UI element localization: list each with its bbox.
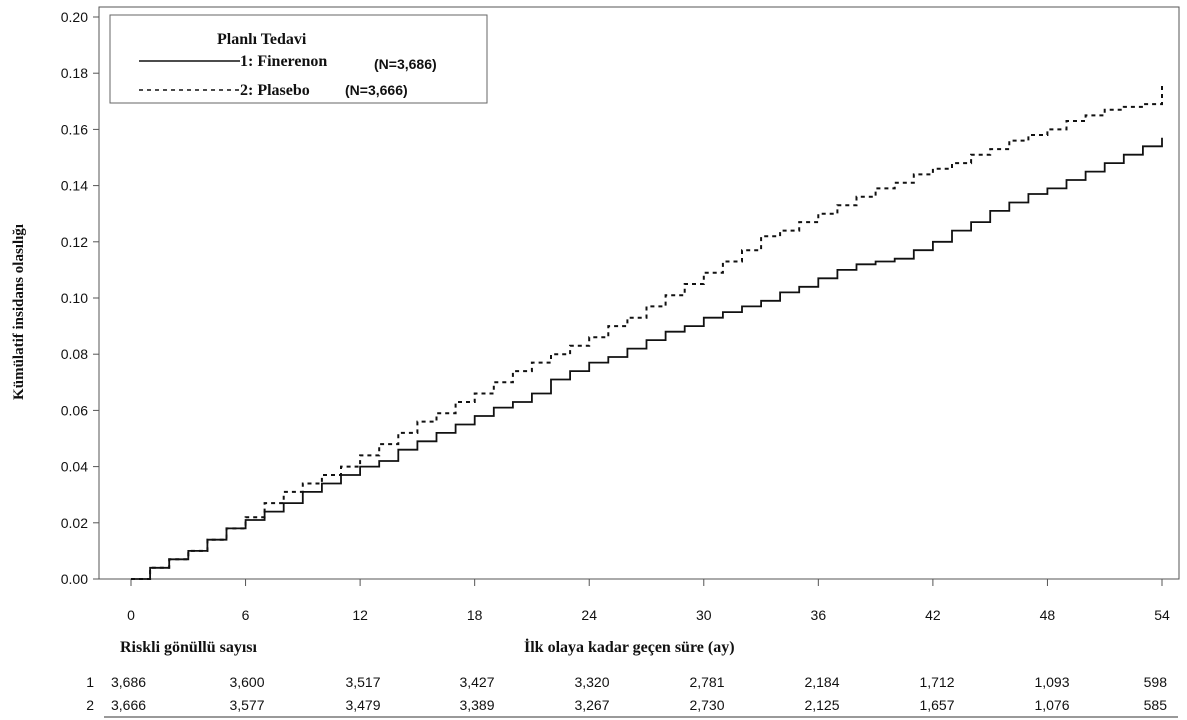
x-tick-label: 48 xyxy=(1040,607,1056,623)
y-axis: 0.00 0.02 0.04 0.06 0.08 0.10 0.12 0.14 0.16 0.18… xyxy=(61,9,99,587)
x-tick-label: 6 xyxy=(242,607,250,623)
series-plasebo-line xyxy=(131,84,1163,580)
legend: Planlı Tedavi 1: Finerenon (N=3,686) 2: … xyxy=(109,14,488,104)
y-tick-label: 0.08 xyxy=(61,346,88,362)
y-tick-label: 0.06 xyxy=(61,402,88,418)
x-axis: 0 6 12 18 24 30 36 42 48 54 xyxy=(127,579,1170,623)
risk-table: 1 3,686 3,600 3,517 3,427 3,320 2,781 2,184 1,71… xyxy=(86,674,1178,718)
risk-cell: 2,781 xyxy=(689,674,724,690)
risk-cell: 2,730 xyxy=(689,697,724,713)
risk-cell: 1,093 xyxy=(1034,674,1069,690)
x-tick-label: 18 xyxy=(467,607,483,623)
risk-row-id: 2 xyxy=(86,697,94,713)
risk-cell: 1,076 xyxy=(1034,697,1069,713)
risk-cell: 3,479 xyxy=(345,697,380,713)
y-tick-label: 0.04 xyxy=(61,459,88,475)
x-tick-label: 54 xyxy=(1154,607,1170,623)
x-tick-label: 24 xyxy=(581,607,597,623)
y-tick-label: 0.18 xyxy=(61,65,88,81)
legend-n-finerenon: (N=3,686) xyxy=(374,56,437,72)
plot-frame xyxy=(98,6,1180,580)
legend-box xyxy=(109,14,488,104)
y-tick-label: 0.12 xyxy=(61,234,88,250)
risk-cell: 3,267 xyxy=(574,697,609,713)
y-tick-label: 0.02 xyxy=(61,515,88,531)
legend-n-plasebo: (N=3,666) xyxy=(345,82,408,98)
risk-cell: 3,600 xyxy=(229,674,264,690)
x-axis-label: İlk olaya kadar geçen süre (ay) xyxy=(524,637,735,656)
risk-cell: 1,657 xyxy=(919,697,954,713)
risk-cell: 3,666 xyxy=(111,697,146,713)
y-tick-label: 0.00 xyxy=(61,571,88,587)
x-tick-label: 30 xyxy=(696,607,712,623)
y-axis-label: Kümülatif insidans olasılığı xyxy=(11,224,27,400)
y-tick-label: 0.14 xyxy=(61,178,88,194)
risk-cell: 3,686 xyxy=(111,674,146,690)
x-tick-label: 36 xyxy=(811,607,827,623)
legend-label-plasebo: 2: Plasebo xyxy=(240,82,310,99)
risk-cell: 3,389 xyxy=(459,697,494,713)
risk-cell: 2,184 xyxy=(804,674,839,690)
legend-title: Planlı Tedavi xyxy=(217,31,307,48)
risk-cell: 598 xyxy=(1144,674,1168,690)
x-tick-label: 12 xyxy=(352,607,368,623)
y-tick-label: 0.20 xyxy=(61,9,88,25)
risk-cell: 2,125 xyxy=(804,697,839,713)
x-tick-label: 42 xyxy=(925,607,941,623)
series-finerenon-line xyxy=(131,137,1163,580)
series-layer xyxy=(131,84,1163,580)
risk-cell: 585 xyxy=(1144,697,1168,713)
risk-cell: 1,712 xyxy=(919,674,954,690)
risk-row-id: 1 xyxy=(86,674,94,690)
risk-cell: 3,320 xyxy=(574,674,609,690)
risk-cell: 3,517 xyxy=(345,674,380,690)
y-tick-label: 0.10 xyxy=(61,290,88,306)
x-tick-label: 0 xyxy=(127,607,135,623)
risk-cell: 3,577 xyxy=(229,697,264,713)
y-tick-label: 0.16 xyxy=(61,121,88,137)
risk-table-title: Riskli gönüllü sayısı xyxy=(120,639,258,656)
risk-cell: 3,427 xyxy=(459,674,494,690)
legend-label-finerenon: 1: Finerenon xyxy=(240,53,327,70)
